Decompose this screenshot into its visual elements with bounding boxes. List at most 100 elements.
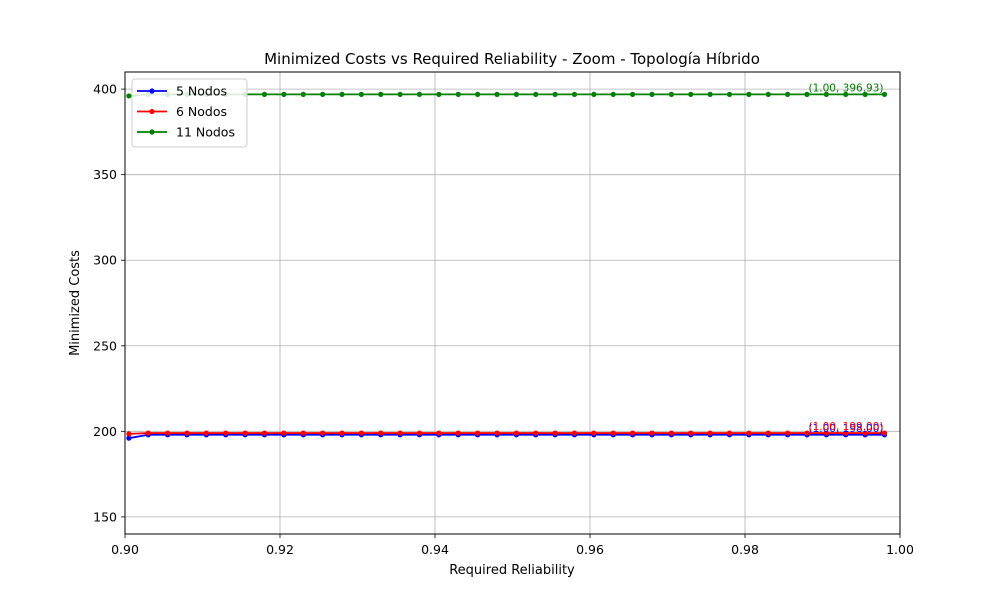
data-point (552, 91, 558, 97)
data-point (475, 430, 481, 436)
legend-label: 6 Nodos (176, 104, 227, 119)
point-annotations: (1.00, 198.00)(1.00, 199.00) (1.00, 396.9… (809, 82, 884, 434)
y-tick-label: 200 (93, 424, 117, 439)
data-point (397, 430, 403, 436)
series-line-2 (128, 93, 885, 97)
data-point (610, 91, 616, 97)
series-line-0 (128, 433, 885, 440)
data-point (455, 430, 461, 436)
data-point (668, 430, 674, 436)
data-point (281, 430, 287, 436)
data-point (126, 93, 132, 99)
data-point (242, 430, 248, 436)
data-point (475, 91, 481, 97)
data-point (513, 430, 519, 436)
grid-lines (124, 72, 901, 534)
data-point (358, 430, 364, 436)
data-point (397, 91, 403, 97)
data-point (184, 430, 190, 436)
data-point (494, 91, 500, 97)
data-point (300, 430, 306, 436)
data-point (533, 91, 539, 97)
data-point (552, 430, 558, 436)
data-point (862, 91, 868, 97)
data-point (707, 430, 713, 436)
data-point (145, 430, 151, 436)
legend-swatch-marker (149, 108, 155, 115)
y-tick-label: 350 (93, 167, 117, 182)
data-point (881, 430, 888, 436)
data-point (358, 91, 364, 97)
plot-area-frame (124, 71, 901, 535)
legend-label: 11 Nodos (176, 125, 235, 140)
data-point (649, 430, 655, 436)
data-point (823, 91, 829, 97)
data-point (126, 435, 132, 441)
data-point (785, 91, 791, 97)
point-annotation: (1.00, 198.00) (809, 423, 884, 435)
data-point (591, 91, 597, 97)
data-point (320, 430, 326, 436)
data-point (416, 430, 423, 436)
data-point (649, 91, 655, 97)
x-axis-ticks: 0.90 0.92 0.94 0.96 0.98 1.00 (111, 534, 914, 557)
data-point (804, 91, 810, 97)
data-point (610, 430, 616, 436)
data-point (378, 91, 384, 97)
data-point (494, 430, 500, 436)
data-point (726, 430, 733, 436)
y-tick-label: 250 (93, 338, 117, 353)
data-point (630, 91, 636, 97)
data-point (320, 91, 326, 97)
data-point (591, 430, 597, 436)
data-point (571, 91, 578, 97)
legend: 5 Nodos 6 Nodos 11 Nodos (131, 78, 248, 148)
point-annotation: (1.00, 199.00) (809, 421, 884, 433)
data-point (165, 430, 171, 436)
data-point (378, 430, 384, 436)
data-point (339, 91, 345, 97)
data-point (126, 431, 132, 437)
legend-swatch-marker (149, 129, 155, 135)
data-point (746, 430, 752, 436)
y-axis-ticks: 150 200 250 300 350 400 (93, 82, 125, 524)
data-point (881, 91, 888, 97)
data-point (571, 430, 578, 436)
x-axis-label: Required Reliability (449, 563, 575, 578)
data-point (533, 430, 539, 436)
x-tick-label: 1.00 (886, 542, 914, 557)
chart-title: Minimized Costs vs Required Reliability … (264, 50, 760, 68)
x-tick-label: 0.94 (421, 542, 449, 557)
x-tick-label: 0.98 (731, 542, 759, 557)
y-tick-label: 300 (93, 253, 117, 268)
data-point (823, 430, 829, 436)
data-point (804, 430, 810, 436)
data-point (436, 91, 442, 97)
series-line-1 (128, 432, 885, 435)
data-point (688, 430, 694, 436)
y-axis-label: Minimized Costs (68, 250, 83, 356)
data-point (630, 430, 636, 436)
data-point (746, 91, 752, 97)
data-point (668, 91, 674, 97)
data-point (765, 91, 771, 97)
data-point (261, 430, 268, 436)
data-point (203, 430, 209, 436)
y-tick-label: 150 (93, 509, 117, 524)
data-point (785, 430, 791, 436)
x-tick-label: 0.90 (111, 542, 139, 557)
point-annotation: (1.00, 396.93) (809, 82, 884, 94)
series-layer (126, 91, 888, 441)
x-tick-label: 0.92 (266, 542, 294, 557)
data-point (436, 430, 442, 436)
data-point (688, 91, 694, 97)
data-point (726, 91, 733, 97)
data-point (339, 430, 345, 436)
data-point (843, 430, 849, 436)
x-tick-label: 0.96 (576, 542, 604, 557)
data-point (843, 91, 849, 97)
data-point (300, 91, 306, 97)
data-point (513, 91, 519, 97)
data-point (765, 430, 771, 436)
